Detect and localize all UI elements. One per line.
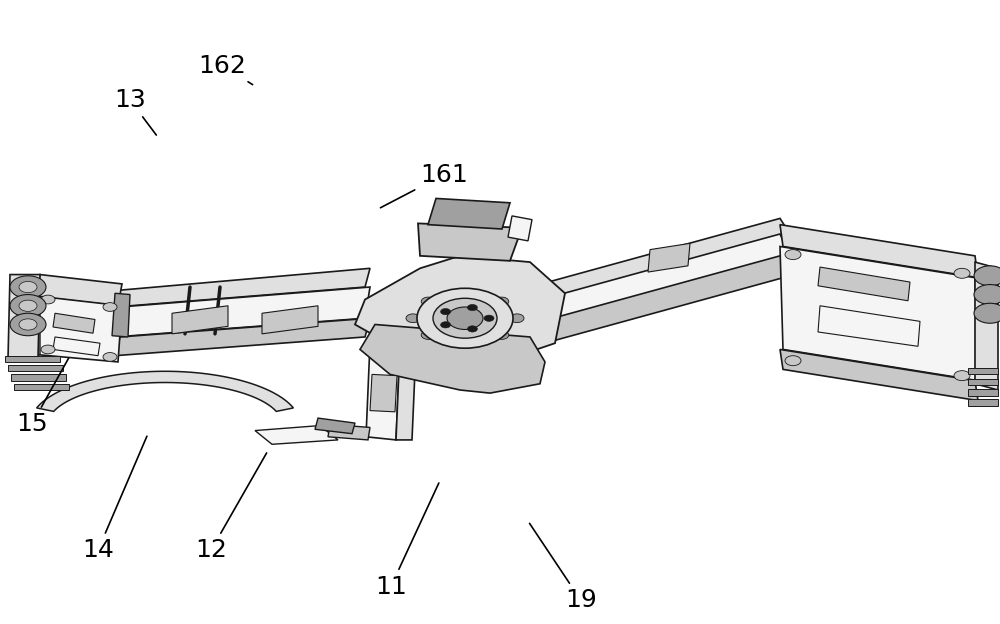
- Text: 161: 161: [380, 163, 468, 208]
- Polygon shape: [115, 318, 370, 356]
- Circle shape: [433, 298, 497, 338]
- Polygon shape: [11, 374, 66, 381]
- Polygon shape: [780, 246, 978, 381]
- Circle shape: [421, 331, 435, 339]
- Circle shape: [458, 338, 472, 346]
- Circle shape: [467, 326, 477, 332]
- Polygon shape: [530, 234, 790, 324]
- Text: 162: 162: [198, 54, 253, 85]
- Circle shape: [467, 305, 477, 311]
- Circle shape: [10, 313, 46, 336]
- Circle shape: [421, 297, 435, 306]
- Polygon shape: [418, 223, 522, 261]
- Polygon shape: [366, 343, 400, 440]
- Polygon shape: [262, 306, 318, 334]
- Text: 14: 14: [82, 436, 147, 562]
- Polygon shape: [530, 256, 790, 344]
- Circle shape: [954, 371, 970, 381]
- Polygon shape: [53, 337, 100, 356]
- Circle shape: [406, 314, 420, 323]
- Circle shape: [441, 322, 451, 328]
- Circle shape: [974, 285, 1000, 305]
- Circle shape: [495, 297, 509, 306]
- Circle shape: [954, 268, 970, 278]
- Circle shape: [19, 300, 37, 311]
- Polygon shape: [315, 418, 355, 434]
- Polygon shape: [8, 275, 40, 359]
- Text: 13: 13: [114, 88, 156, 135]
- Circle shape: [10, 295, 46, 317]
- Polygon shape: [35, 296, 122, 362]
- Circle shape: [447, 307, 483, 329]
- Polygon shape: [360, 324, 545, 393]
- Polygon shape: [14, 384, 69, 390]
- Polygon shape: [428, 198, 510, 229]
- Circle shape: [785, 250, 801, 260]
- Polygon shape: [172, 306, 228, 334]
- Polygon shape: [35, 275, 122, 306]
- Text: 12: 12: [195, 453, 267, 562]
- Circle shape: [974, 266, 1000, 286]
- Polygon shape: [818, 306, 920, 346]
- Polygon shape: [115, 268, 370, 307]
- Polygon shape: [396, 346, 416, 440]
- Text: 19: 19: [530, 524, 597, 612]
- Circle shape: [19, 319, 37, 330]
- Text: 11: 11: [375, 483, 439, 598]
- Circle shape: [974, 303, 1000, 323]
- Polygon shape: [780, 349, 978, 401]
- Circle shape: [41, 345, 55, 354]
- Polygon shape: [975, 262, 998, 390]
- Polygon shape: [968, 379, 998, 385]
- Circle shape: [441, 308, 451, 314]
- Circle shape: [19, 281, 37, 293]
- Circle shape: [103, 353, 117, 361]
- Polygon shape: [115, 287, 370, 337]
- Polygon shape: [328, 424, 370, 440]
- Polygon shape: [370, 374, 397, 412]
- Text: 15: 15: [16, 358, 69, 436]
- Polygon shape: [508, 216, 532, 241]
- Polygon shape: [968, 389, 998, 396]
- Circle shape: [41, 295, 55, 304]
- Polygon shape: [648, 243, 690, 272]
- Polygon shape: [5, 356, 60, 362]
- Circle shape: [484, 315, 494, 321]
- Polygon shape: [975, 278, 978, 381]
- Polygon shape: [255, 426, 338, 444]
- Polygon shape: [530, 218, 790, 303]
- Circle shape: [103, 303, 117, 311]
- Polygon shape: [780, 225, 978, 278]
- Polygon shape: [968, 368, 998, 374]
- Polygon shape: [968, 399, 998, 406]
- Circle shape: [417, 288, 513, 348]
- Polygon shape: [8, 365, 63, 371]
- Circle shape: [510, 314, 524, 323]
- Polygon shape: [818, 267, 910, 301]
- Polygon shape: [53, 313, 95, 333]
- Polygon shape: [37, 371, 293, 411]
- Polygon shape: [355, 256, 565, 362]
- Circle shape: [10, 276, 46, 298]
- Circle shape: [458, 290, 472, 299]
- Circle shape: [785, 356, 801, 366]
- Polygon shape: [112, 293, 130, 337]
- Polygon shape: [35, 296, 40, 356]
- Circle shape: [495, 331, 509, 339]
